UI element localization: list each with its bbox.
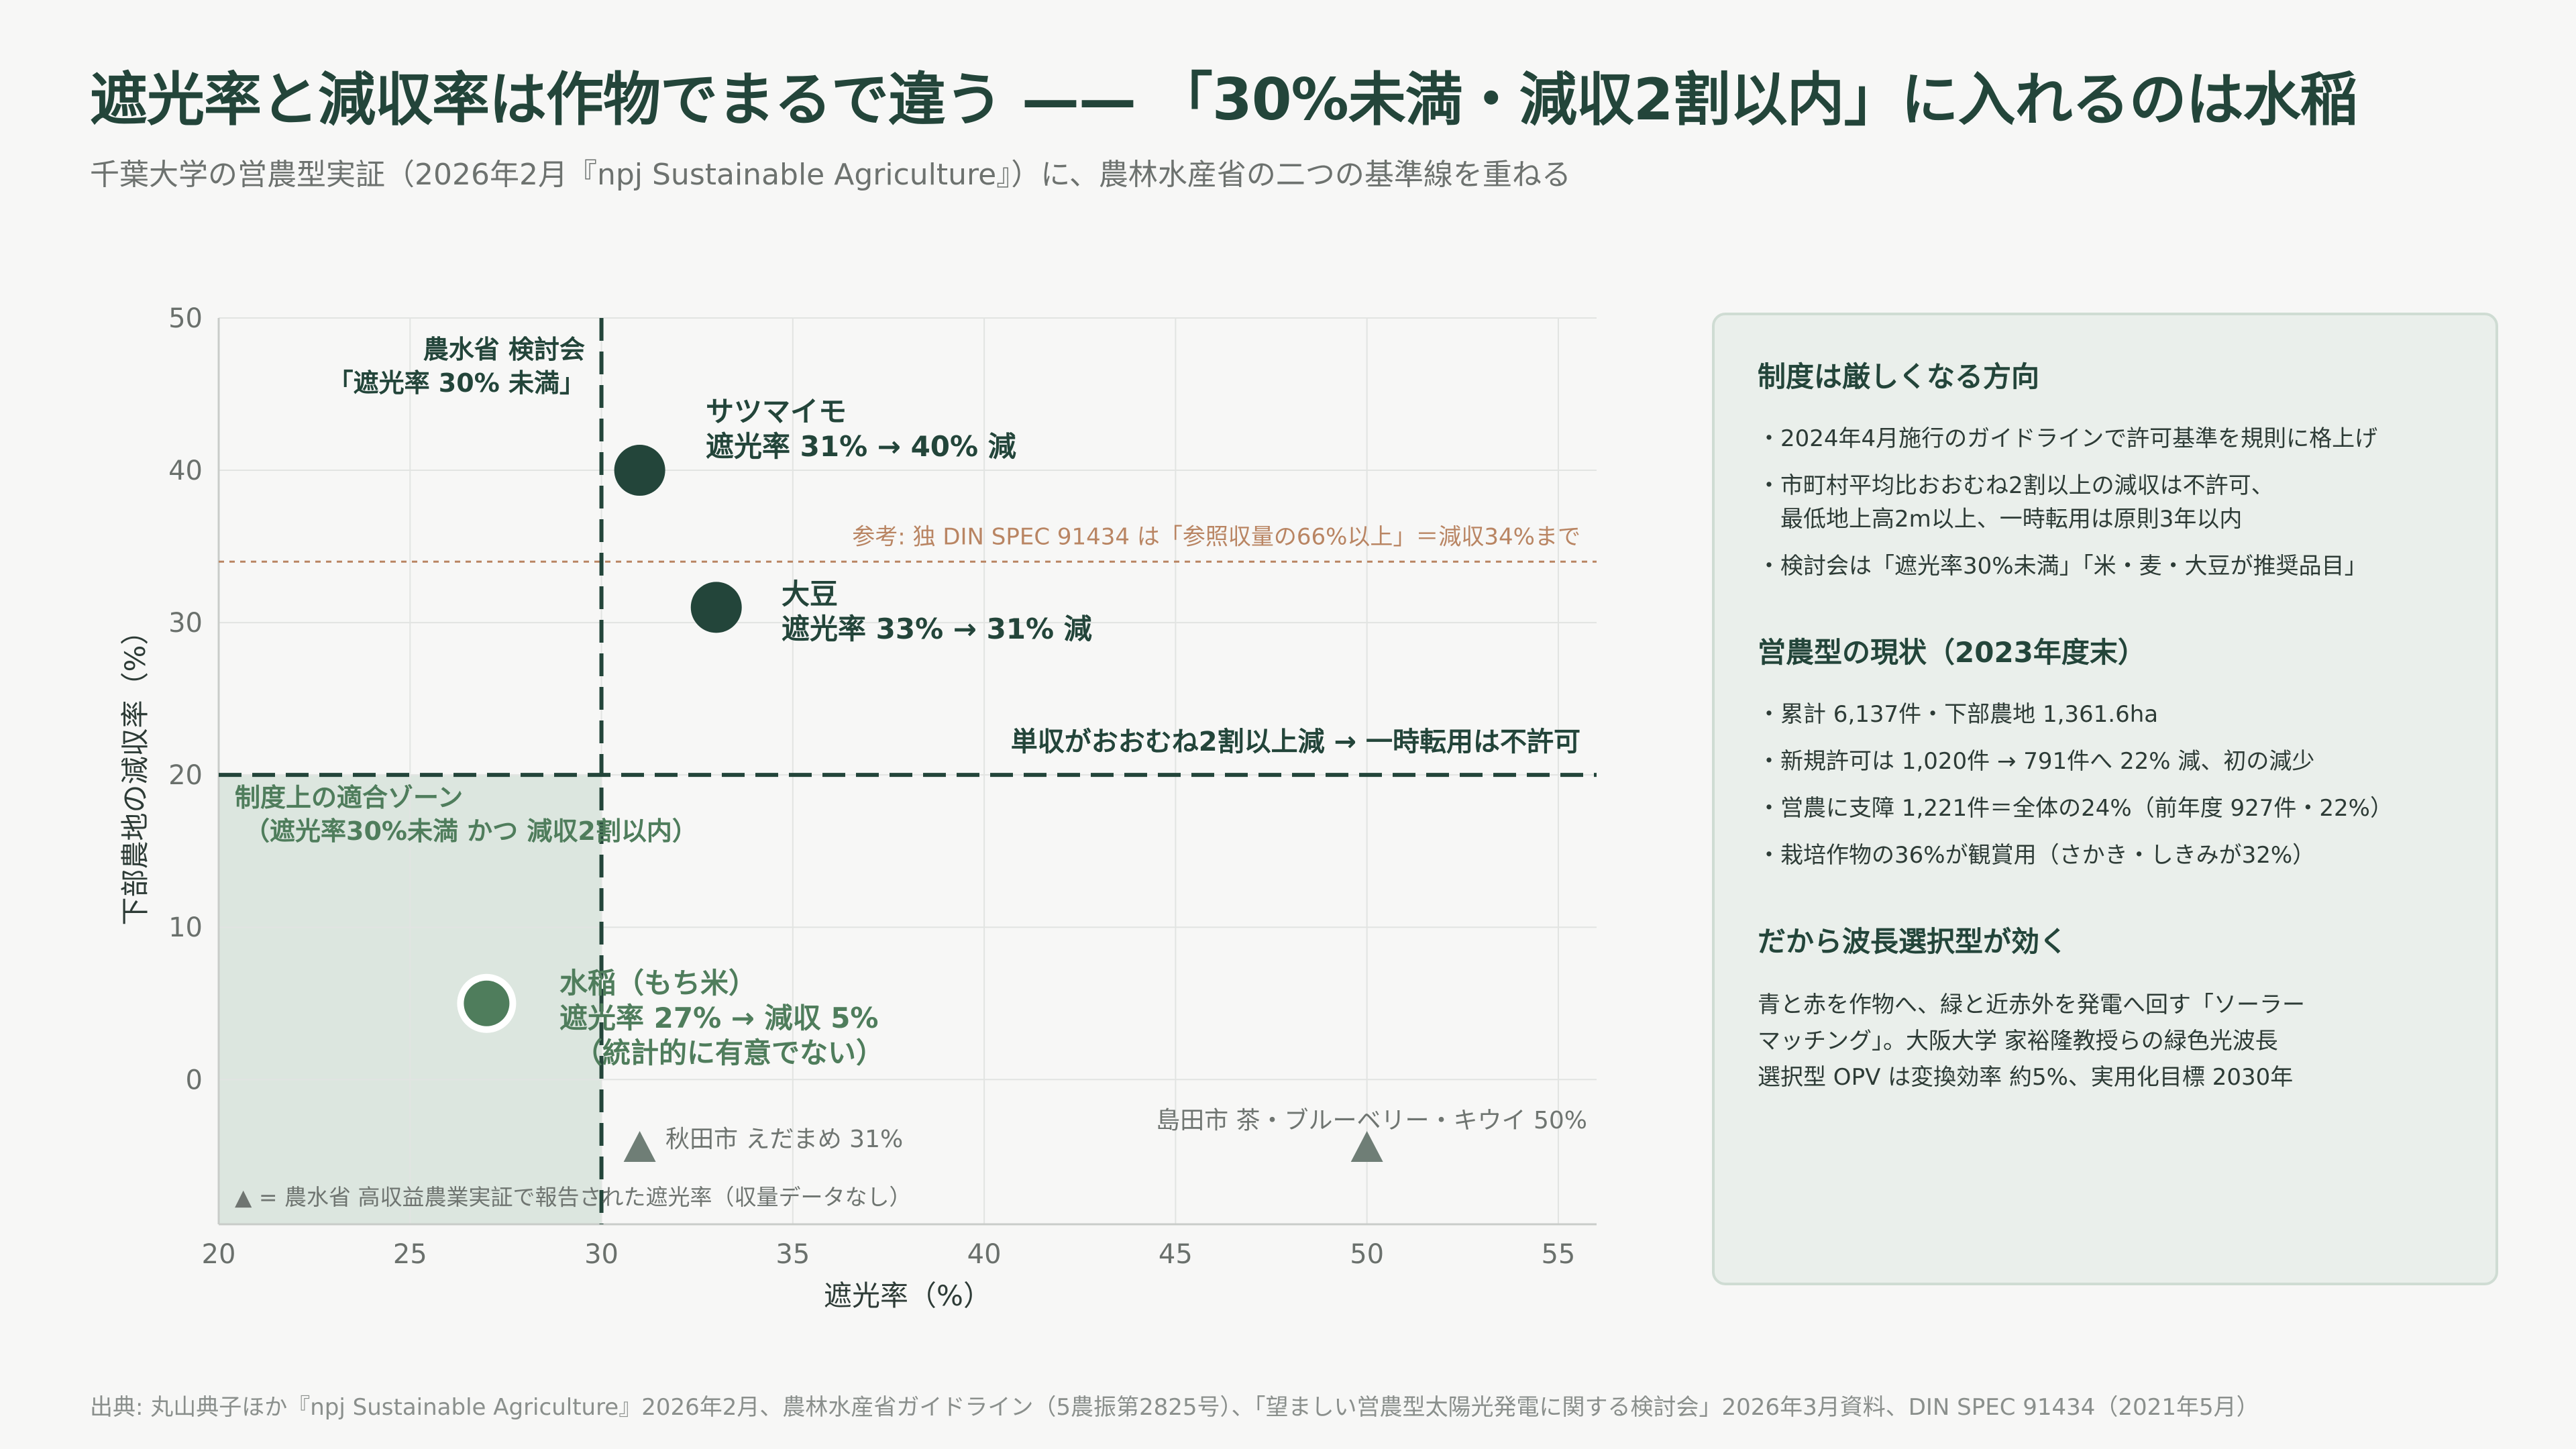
- data-point-label: 遮光率 33% → 31% 減: [782, 612, 1092, 645]
- y-tick-label: 20: [168, 760, 203, 791]
- panel-list-regulation: ・2024年4月施行のガイドラインで許可基準を規則に格上げ ・市町村平均比おおむ…: [1758, 422, 2453, 583]
- threshold-label-shading: 農水省 検討会: [423, 335, 585, 364]
- threshold-label-shading: 「遮光率 30% 未満」: [328, 368, 585, 398]
- scatter-chart: 20 25 30 35 40 45 50 55 0 10 20 30 40 50 遮光率（%） 下部農地の減収…: [119, 303, 1597, 1312]
- panel-paragraph-line: 選択型 OPV は変換効率 約5%、実用化目標 2030年: [1758, 1064, 2294, 1091]
- panel-heading-status: 営農型の現状（2023年度末）: [1758, 636, 2146, 669]
- x-tick-label: 40: [967, 1239, 1002, 1270]
- x-tick-label: 30: [584, 1239, 619, 1270]
- list-item: ・2024年4月施行のガイドラインで許可基準を規則に格上げ: [1758, 425, 2378, 452]
- panel-list-status: ・累計 6,137件・下部農地 1,361.6ha ・新規許可は 1,020件 …: [1758, 698, 2453, 872]
- y-tick-label: 10: [168, 912, 203, 943]
- panel-heading-regulation: 制度は厳しくなる方向: [1758, 360, 2040, 393]
- y-tick-label: 40: [168, 455, 203, 486]
- y-tick-label: 0: [186, 1065, 203, 1095]
- zone-label: 制度上の適合ゾーン: [235, 783, 463, 812]
- list-item: ・検討会は「遮光率30%未満」「米・麦・大豆が推奨品目」: [1758, 553, 2367, 580]
- x-tick-label: 50: [1350, 1239, 1384, 1270]
- triangle-label: 島田市 茶・ブルーベリー・キウイ 50%: [1156, 1107, 1587, 1134]
- panel-paragraph: 青と赤を作物へ、緑と近赤外を発電へ回す「ソーラー マッチング」。大阪大学 家裕隆…: [1758, 987, 2453, 1095]
- data-point-label: 遮光率 27% → 減収 5%: [559, 1002, 879, 1034]
- zone-label: （遮光率30%未満 かつ 減収2割以内）: [244, 816, 698, 846]
- source-note: 出典: 丸山典子ほか『npj Sustainable Agriculture』2…: [90, 1394, 2259, 1421]
- x-tick-label: 45: [1159, 1239, 1193, 1270]
- page-subtitle: 千葉大学の営農型実証（2026年2月『npj Sustainable Agric…: [90, 158, 1571, 192]
- panel-section-status: 営農型の現状（2023年度末） ・累計 6,137件・下部農地 1,361.6h…: [1758, 630, 2453, 872]
- data-point-label: 遮光率 31% → 40% 減: [706, 430, 1016, 463]
- y-tick-label: 30: [168, 608, 203, 639]
- threshold-label-yield: 単収がおおむね2割以上減 → 一時転用は不許可: [1011, 727, 1580, 757]
- list-item: ・栽培作物の36%が観賞用（さかき・しきみが32%）: [1758, 842, 2316, 869]
- data-point-label: 大豆: [782, 578, 838, 610]
- info-panel: 制度は厳しくなる方向 ・2024年4月施行のガイドラインで許可基準を規則に格上げ…: [1712, 313, 2498, 1285]
- data-point: [464, 980, 510, 1026]
- list-item: ・市町村平均比おおむね2割以上の減収は不許可、 最低地上高2m以上、一時転用は原…: [1758, 472, 2274, 533]
- data-point: [690, 582, 742, 633]
- x-axis-label: 遮光率（%）: [824, 1279, 991, 1312]
- panel-heading-conclusion: だから波長選択型が効く: [1758, 925, 2068, 958]
- reference-line-label: 参考: 独 DIN SPEC 91434 は「参照収量の66%以上」＝減収34%…: [852, 523, 1580, 550]
- triangle-legend-note: ▲ = 農水省 高収益農業実証で報告された遮光率（収量データなし）: [235, 1184, 912, 1210]
- triangle-marker: [623, 1131, 656, 1162]
- panel-section-regulation: 制度は厳しくなる方向 ・2024年4月施行のガイドラインで許可基準を規則に格上げ…: [1758, 354, 2453, 583]
- y-axis-label: 下部農地の減収率（%）: [119, 617, 152, 926]
- panel-paragraph-line: 青と赤を作物へ、緑と近赤外を発電へ回す「ソーラー: [1758, 991, 2305, 1018]
- y-tick-label: 50: [168, 303, 203, 334]
- data-point: [614, 445, 665, 496]
- x-tick-label: 25: [393, 1239, 427, 1270]
- data-point-label: サツマイモ: [706, 395, 847, 428]
- page-title: 遮光率と減収率は作物でまるで違う —— 「30%未満・減収2割以内」に入れるのは…: [90, 66, 2358, 133]
- panel-section-conclusion: だから波長選択型が効く 青と赤を作物へ、緑と近赤外を発電へ回す「ソーラー マッチ…: [1758, 919, 2453, 1095]
- list-item: ・新規許可は 1,020件 → 791件へ 22% 減、初の減少: [1758, 748, 2315, 775]
- x-tick-label: 35: [775, 1239, 810, 1270]
- x-tick-label: 55: [1541, 1239, 1575, 1270]
- panel-paragraph-line: マッチング」。大阪大学 家裕隆教授らの緑色光波長: [1758, 1028, 2278, 1055]
- data-point-label: 水稲（もち米）: [559, 967, 757, 1000]
- list-item: ・累計 6,137件・下部農地 1,361.6ha: [1758, 701, 2159, 728]
- x-tick-label: 20: [202, 1239, 236, 1270]
- data-point-label: （統計的に有意でない）: [574, 1036, 884, 1069]
- list-item: ・営農に支障 1,221件＝全体の24%（前年度 927件・22%）: [1758, 795, 2393, 822]
- triangle-marker: [1350, 1131, 1383, 1162]
- triangle-label: 秋田市 えだまめ 31%: [665, 1126, 903, 1153]
